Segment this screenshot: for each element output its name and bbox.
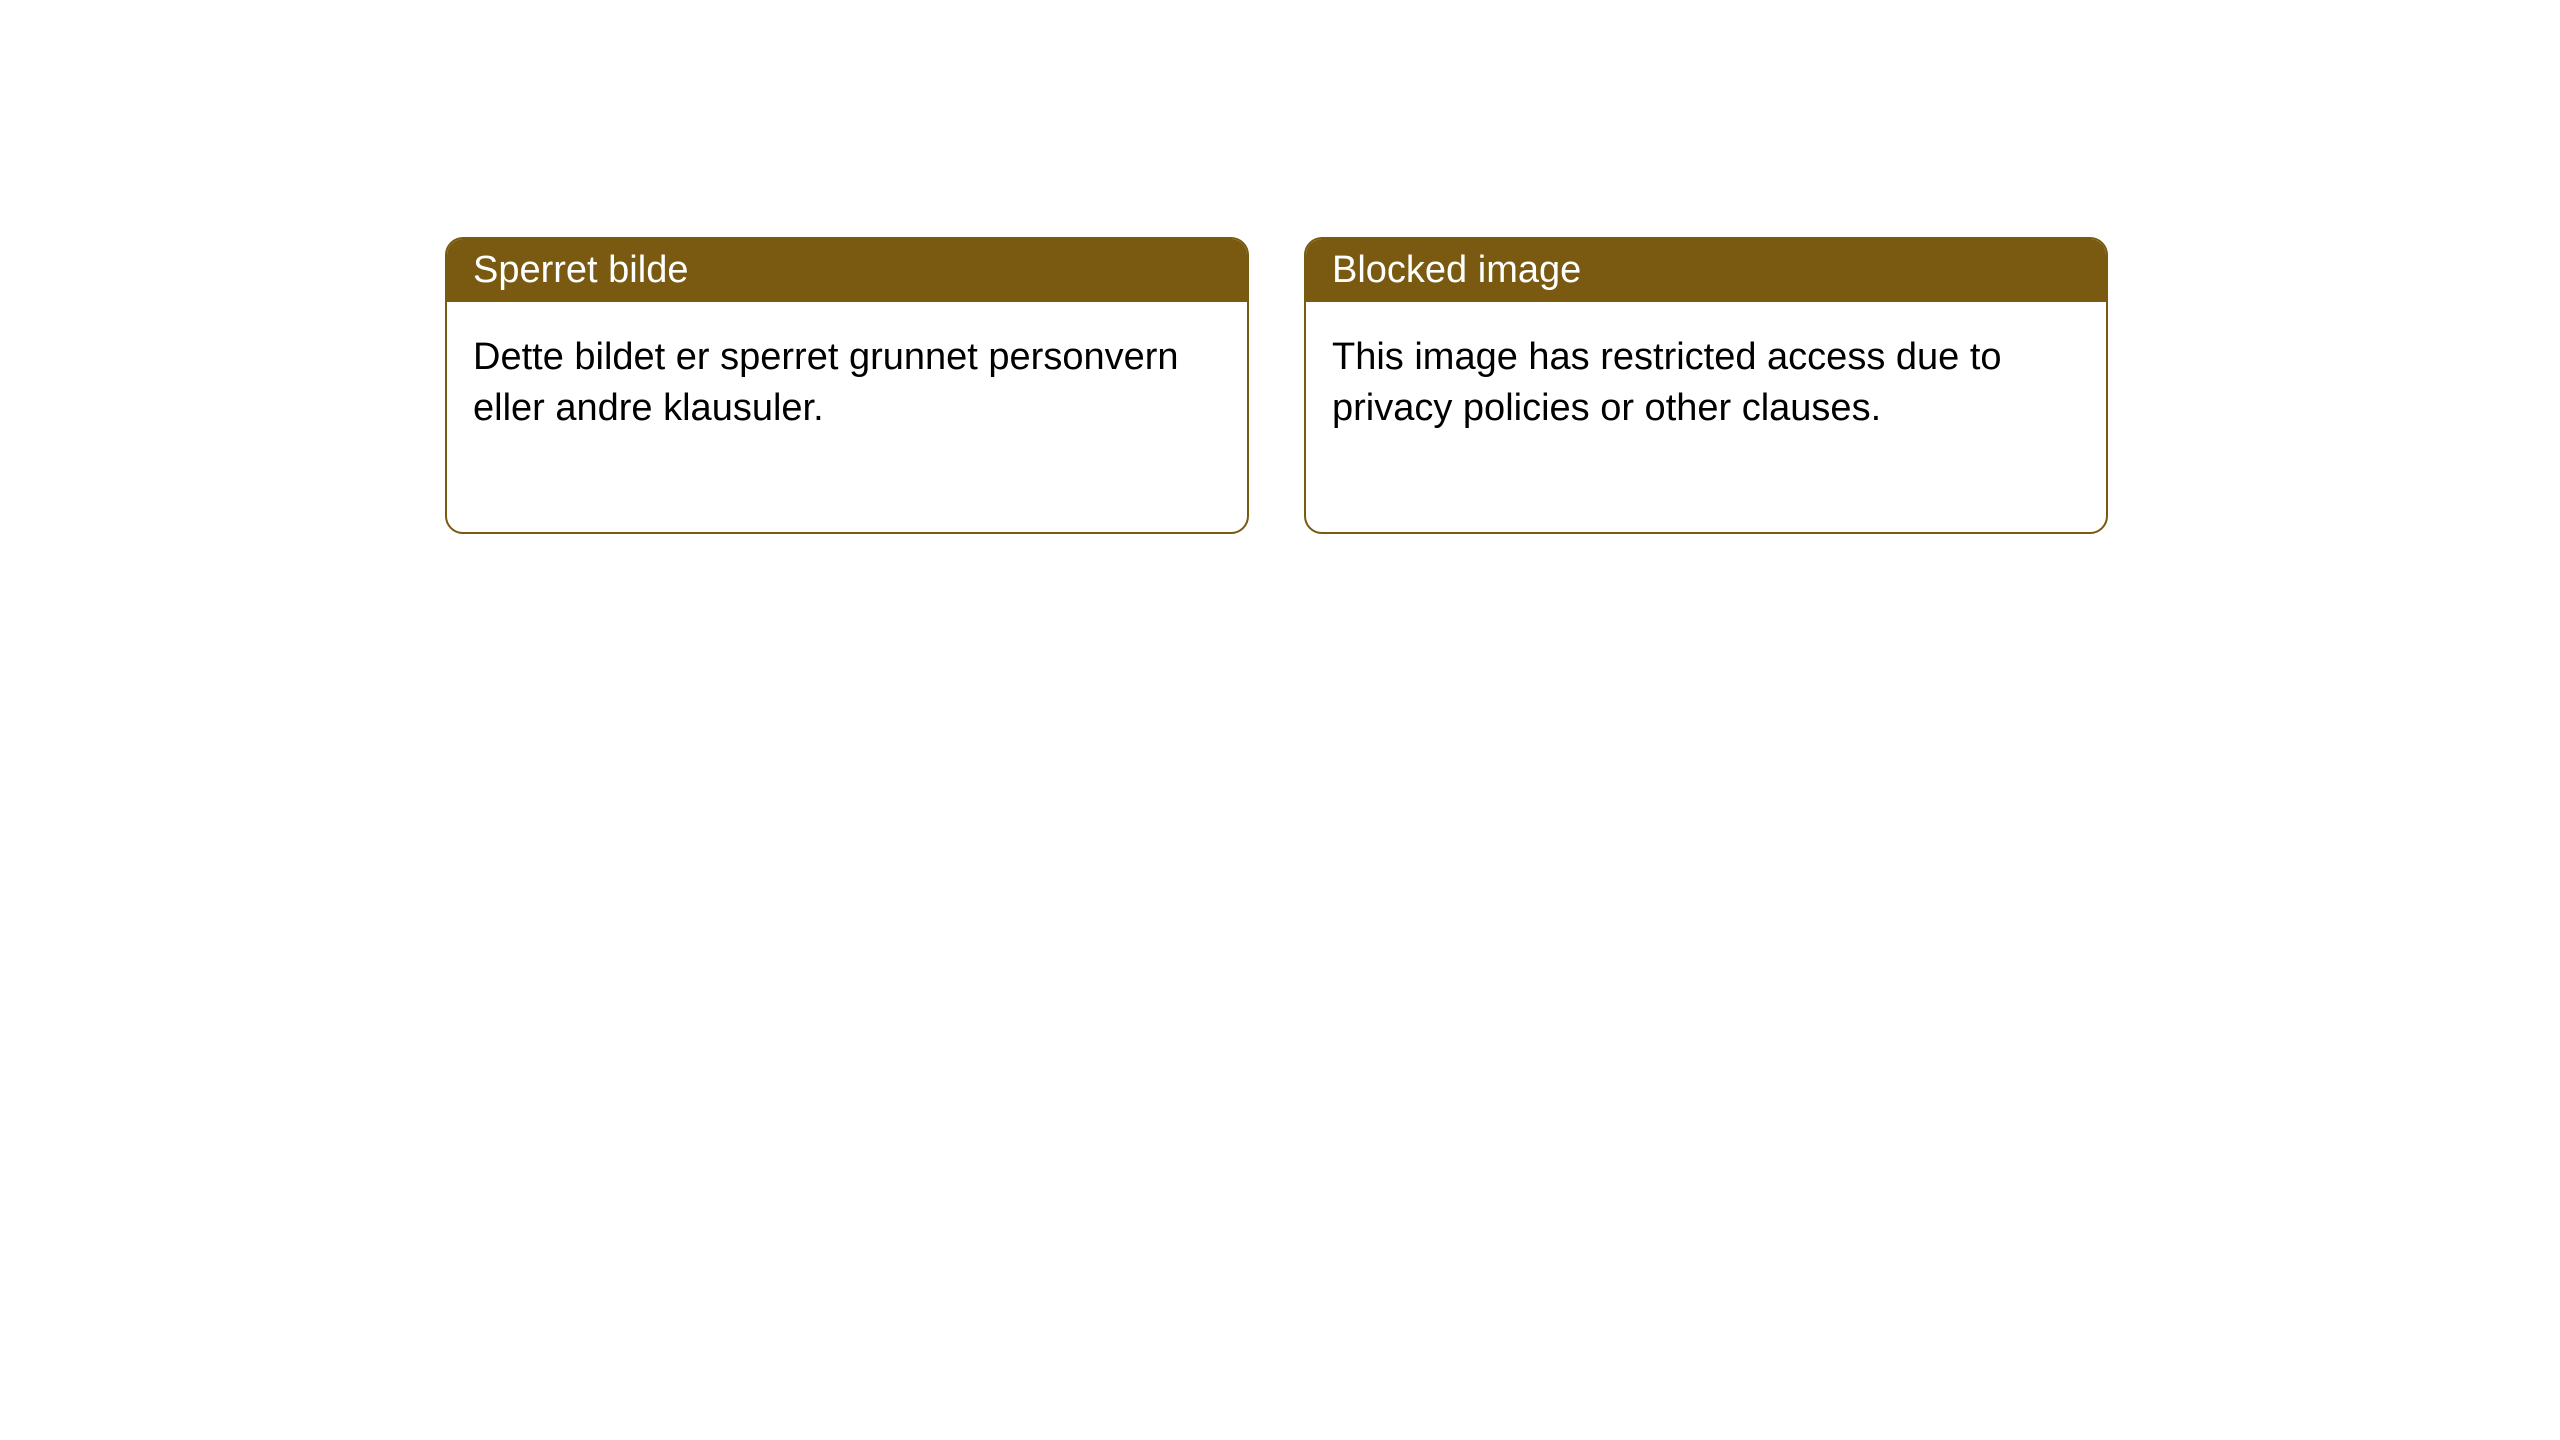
notice-box-en: Blocked image This image has restricted … [1304, 237, 2108, 534]
notice-body-no: Dette bildet er sperret grunnet personve… [447, 302, 1247, 532]
notice-body-en: This image has restricted access due to … [1306, 302, 2106, 532]
notice-box-no: Sperret bilde Dette bildet er sperret gr… [445, 237, 1249, 534]
notice-title-no: Sperret bilde [447, 239, 1247, 302]
notice-title-en: Blocked image [1306, 239, 2106, 302]
notice-container: Sperret bilde Dette bildet er sperret gr… [445, 237, 2108, 534]
